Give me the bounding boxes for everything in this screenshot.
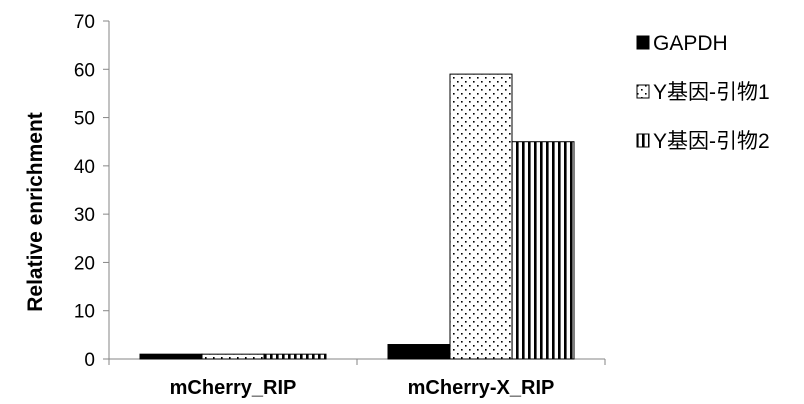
- y-tick-label: 50: [74, 109, 95, 130]
- legend-swatch-1: [636, 35, 650, 50]
- y-tick-label: 10: [74, 302, 95, 323]
- y-axis-title: Relative enrichment: [24, 112, 47, 312]
- y-tick-label: 30: [74, 205, 95, 226]
- bar-2-3: [511, 141, 575, 360]
- bar-2-2: [449, 73, 513, 360]
- legend-label-3: Y基因-引物2: [653, 130, 770, 153]
- bar-2-1: [387, 344, 451, 360]
- plot-area: 0 10 20 30 40 50 60 70 mCherry_RIP mCherry-X_RIP: [74, 12, 606, 399]
- y-tick-label: 60: [74, 60, 95, 81]
- bar-1-2: [201, 353, 265, 360]
- bar-1-3: [263, 353, 327, 360]
- y-tick-label: 40: [74, 157, 95, 178]
- y-tick-label: 20: [74, 253, 95, 274]
- y-tick-label: 70: [74, 12, 95, 33]
- legend-label-1: GAPDH: [653, 32, 728, 55]
- legend-swatch-3: [636, 133, 650, 148]
- category-label: mCherry_RIP: [170, 377, 297, 399]
- legend-swatch-2: [636, 84, 650, 99]
- legend-label-2: Y基因-引物1: [653, 81, 770, 104]
- legend: GAPDH Y基因-引物1 Y基因-引物2: [636, 32, 770, 153]
- bar-1-1: [139, 353, 203, 360]
- category-label: mCherry-X_RIP: [408, 377, 555, 399]
- y-tick-label: 0: [84, 350, 95, 371]
